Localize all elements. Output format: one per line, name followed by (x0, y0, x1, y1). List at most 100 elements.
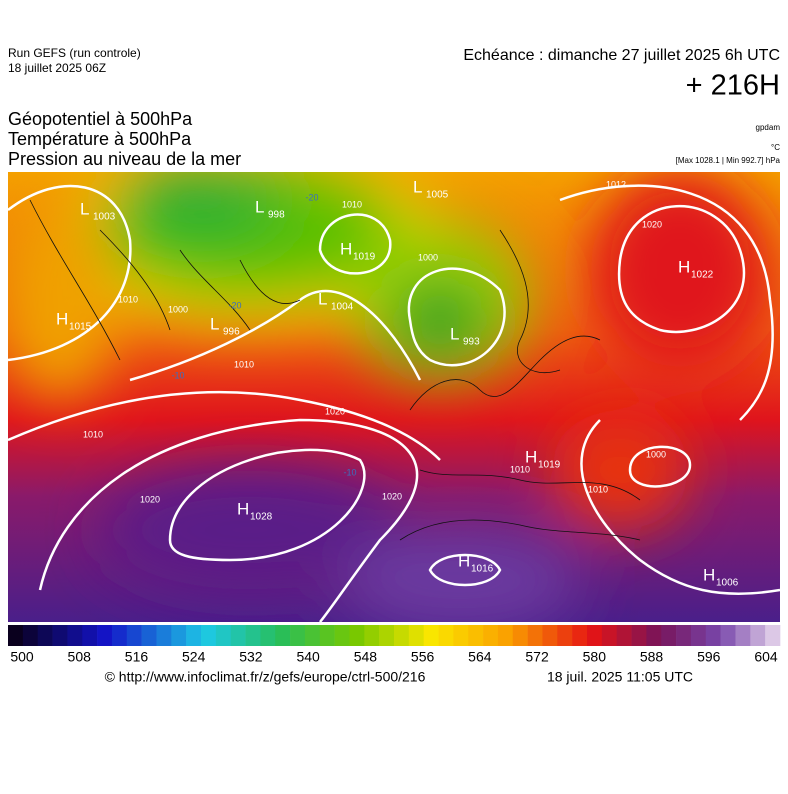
temperature-label: -10 (171, 370, 184, 380)
isobar-label: 1012 (606, 179, 626, 189)
colorbar-swatch (260, 625, 276, 646)
colorbar-swatch (97, 625, 113, 646)
colorbar-swatch (67, 625, 83, 646)
title: Température à 500hPa (8, 129, 192, 149)
center-type: L (413, 177, 422, 196)
colorbar-swatch (423, 625, 439, 646)
center-type: L (318, 289, 327, 308)
unit: gpdam (756, 123, 781, 132)
center-value: 1019 (538, 460, 561, 471)
colorbar-swatch (542, 625, 558, 646)
colorbar-swatch (186, 625, 202, 646)
colorbar-swatch (408, 625, 424, 646)
extremes: [Max 1028.1 | Min 992.7] hPa (676, 156, 781, 165)
center-type: H (703, 565, 715, 584)
colorbar-swatch (379, 625, 395, 646)
colorbar-swatch (230, 625, 246, 646)
isobar-label: 1010 (588, 484, 608, 494)
source: © http://www.infoclimat.fr/z/gefs/europe… (105, 669, 426, 685)
colorbar-swatch (201, 625, 217, 646)
center-value: 998 (268, 210, 285, 221)
colorbar-swatch (22, 625, 38, 646)
colorbar-swatch (705, 625, 721, 646)
center-value: 1019 (353, 252, 376, 263)
colorbar-tick-label: 572 (525, 649, 549, 665)
center-type: L (80, 199, 89, 218)
colorbar-swatch (334, 625, 350, 646)
colorbar-tick-label: 604 (754, 649, 778, 665)
colorbar-tick-label: 596 (697, 649, 721, 665)
colorbar-swatch (676, 625, 692, 646)
colorbar: 500 508 516 524 532 540 548 556 564 572 580 588 596 6… (8, 625, 781, 665)
colorbar-swatch (483, 625, 499, 646)
center-type: H (458, 551, 470, 570)
colorbar-swatch (572, 625, 588, 646)
center-value: 996 (223, 327, 240, 338)
center-value: 1022 (691, 270, 714, 281)
colorbar-swatch (616, 625, 632, 646)
colorbar-swatch (750, 625, 766, 646)
center-value: 993 (463, 337, 480, 348)
isobar-label: 1000 (418, 252, 438, 262)
center-type: L (450, 324, 459, 343)
colorbar-tick-label: 540 (296, 649, 320, 665)
colorbar-tick-label: 580 (583, 649, 607, 665)
center-type: L (210, 314, 219, 333)
colorbar-swatch (111, 625, 128, 646)
colorbar-tick-label: 588 (640, 649, 664, 665)
colorbar-swatch (601, 625, 617, 646)
colorbar-tick-label: 556 (411, 649, 435, 665)
colorbar-swatch (661, 625, 677, 646)
isobar-label: 1020 (382, 491, 402, 501)
colorbar-swatch (557, 625, 573, 646)
colorbar-swatch (245, 625, 261, 646)
center-type: H (237, 499, 249, 518)
temperature-label: -20 (305, 192, 318, 202)
colorbar-swatch (319, 625, 335, 646)
colorbar-tick-label: 532 (239, 649, 263, 665)
generated: 18 juil. 2025 11:05 UTC (547, 669, 693, 685)
colorbar-swatch (304, 625, 321, 646)
colorbar-swatch (82, 625, 98, 646)
isobar-label: 1010 (510, 464, 530, 474)
colorbar-swatch (587, 625, 603, 646)
colorbar-swatch (512, 625, 528, 646)
colorbar-swatch (631, 625, 647, 646)
colorbar-swatch (37, 625, 53, 646)
colorbar-swatch (438, 625, 454, 646)
center-type: H (340, 239, 352, 258)
isobar-label: 1010 (118, 294, 138, 304)
colorbar-swatch (720, 625, 736, 646)
colorbar-swatch (468, 625, 484, 646)
colorbar-swatch (8, 625, 24, 646)
forecast-time: Echéance : dimanche 27 juillet 2025 6h U… (463, 47, 780, 64)
isobar-label: 1010 (234, 359, 254, 369)
colorbar-swatch (52, 625, 68, 646)
colorbar-swatch (215, 625, 231, 646)
colorbar-tick-label: 564 (468, 649, 492, 665)
colorbar-swatch (141, 625, 157, 646)
colorbar-tick-label: 524 (182, 649, 206, 665)
colorbar-swatch (646, 625, 662, 646)
colorbar-swatch (349, 625, 365, 646)
isobar-label: 1020 (325, 406, 345, 416)
colorbar-swatch (156, 625, 172, 646)
colorbar-swatch (171, 625, 187, 646)
colorbar-swatch (394, 625, 410, 646)
isobar-label: 1020 (140, 494, 160, 504)
isobar-label: 1010 (83, 429, 103, 439)
center-value: 1015 (69, 322, 92, 333)
isobar-label: 1000 (646, 449, 666, 459)
center-type: H (525, 447, 537, 466)
colorbar-swatch (290, 625, 306, 646)
title: Géopotentiel à 500hPa (8, 109, 193, 129)
colorbar-tick-label: 548 (354, 649, 378, 665)
colorbar-swatch (735, 625, 751, 646)
colorbar-swatch (690, 625, 707, 646)
colorbar-swatch (275, 625, 291, 646)
center-value: 1016 (471, 564, 494, 575)
center-type: H (678, 257, 690, 276)
title: Pression au niveau de la mer (8, 149, 241, 169)
